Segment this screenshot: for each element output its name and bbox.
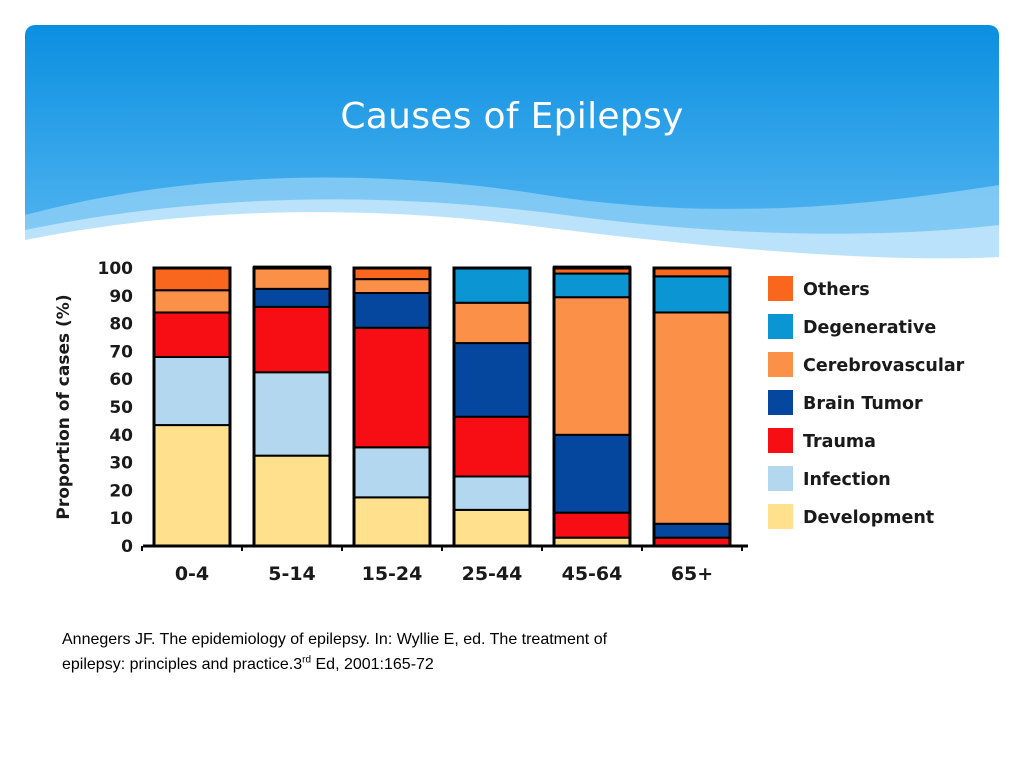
x-tick-label: 0-4	[175, 563, 209, 585]
bar-stack-5-14	[252, 265, 332, 548]
citation-line-2-end: Ed, 2001:165-72	[311, 656, 434, 673]
bar-segment-others	[153, 267, 231, 292]
bar-stack-0-4	[152, 266, 232, 548]
legend-swatch	[768, 390, 793, 415]
header-wave-graphic	[25, 25, 999, 265]
bar-segment-trauma	[253, 305, 331, 374]
x-tick-label: 45-64	[562, 563, 623, 585]
y-axis-label: Proportion of cases (%)	[54, 294, 74, 519]
legend-item-development: Development	[768, 504, 934, 529]
bar-segment-infection	[153, 355, 231, 427]
bar-segment-brain-tumor	[253, 287, 331, 308]
bar-segment-infection	[353, 446, 431, 499]
citation-line-2-start: epilepsy: principles and practice.3	[62, 656, 303, 673]
legend-swatch	[768, 504, 793, 529]
bar-stack-45-64	[552, 265, 632, 548]
bar-segment-degenerative	[653, 275, 731, 314]
bar-segment-cerebrovascular	[353, 278, 431, 295]
y-tick-label: 60	[109, 370, 133, 390]
bar-segment-trauma	[453, 415, 531, 478]
citation-superscript: rd	[302, 654, 312, 666]
y-tick-label: 90	[109, 287, 133, 307]
y-tick-label: 40	[109, 426, 133, 446]
legend-item-others: Others	[768, 276, 870, 301]
bar-segment-development	[453, 508, 531, 547]
citation-line-1: Annegers JF. The epidemiology of epileps…	[62, 631, 608, 648]
legend-label: Brain Tumor	[803, 394, 923, 414]
bar-segment-brain-tumor	[553, 433, 631, 514]
legend-label: Trauma	[803, 432, 876, 452]
bar-segment-development	[353, 496, 431, 548]
legend-swatch	[768, 466, 793, 491]
legend-item-cerebrovascular: Cerebrovascular	[768, 352, 965, 377]
legend-swatch	[768, 352, 793, 377]
y-tick-label: 20	[109, 481, 133, 501]
citation: Annegers JF. The epidemiology of epileps…	[62, 627, 782, 677]
y-tick-label: 80	[109, 315, 133, 335]
bar-segment-cerebrovascular	[453, 301, 531, 345]
x-tick-label: 5-14	[268, 563, 316, 585]
bar-segment-cerebrovascular	[153, 289, 231, 314]
x-tick-label: 25-44	[462, 563, 523, 585]
y-tick-label: 10	[109, 509, 133, 529]
legend-item-infection: Infection	[768, 466, 891, 491]
y-tick-label: 30	[109, 454, 133, 474]
legend-swatch	[768, 276, 793, 301]
bar-segment-brain-tumor	[653, 522, 731, 539]
legend-item-brain-tumor: Brain Tumor	[768, 390, 923, 415]
y-tick-label: 100	[98, 259, 134, 279]
x-tick-label: 65+	[671, 563, 713, 585]
bar-segment-infection	[453, 475, 531, 511]
bar-segment-development	[153, 424, 231, 548]
legend-label: Others	[803, 280, 870, 300]
bar-segment-others	[353, 267, 431, 281]
y-tick-label: 50	[109, 398, 133, 418]
bar-segment-development	[253, 454, 331, 547]
y-tick-label: 70	[109, 342, 133, 362]
x-tick-label: 15-24	[362, 563, 423, 585]
bar-segment-brain-tumor	[453, 342, 531, 418]
bar-segment-cerebrovascular	[253, 265, 331, 290]
slide-header-banner	[25, 25, 999, 265]
bar-segment-trauma	[553, 511, 631, 539]
legend-swatch	[768, 428, 793, 453]
slide-title: Causes of Epilepsy	[340, 96, 684, 137]
y-tick-label: 0	[121, 537, 133, 557]
legend-label: Infection	[803, 470, 891, 490]
bar-segment-trauma	[353, 326, 431, 449]
legend-item-trauma: Trauma	[768, 428, 876, 453]
bar-segment-cerebrovascular	[553, 296, 631, 436]
bar-segment-degenerative	[553, 272, 631, 299]
bar-segment-degenerative	[453, 267, 531, 304]
bar-segment-infection	[253, 371, 331, 457]
legend-label: Development	[803, 508, 934, 528]
stacked-bar-chart: Proportion of cases (%) 0 10 20 30 40 50 60 70 8…	[54, 259, 965, 585]
legend-swatch	[768, 314, 793, 339]
bar-stack-65+	[652, 266, 732, 548]
bar-segment-brain-tumor	[353, 292, 431, 329]
bar-segment-cerebrovascular	[653, 311, 731, 525]
legend-item-degenerative: Degenerative	[768, 314, 936, 339]
legend-label: Degenerative	[803, 318, 936, 338]
legend-label: Cerebrovascular	[803, 356, 965, 376]
bar-segment-trauma	[153, 311, 231, 358]
bar-stack-25-44	[452, 266, 532, 548]
bar-stack-15-24	[352, 266, 432, 548]
